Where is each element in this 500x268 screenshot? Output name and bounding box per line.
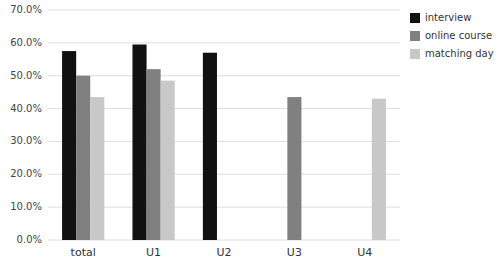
x-tick-label: U1 [146, 246, 161, 259]
grid-line [48, 42, 400, 43]
x-tick-label: total [71, 246, 96, 259]
x-axis: total U1 U2 U3 U4 [71, 246, 373, 259]
x-tick-label: U2 [216, 246, 231, 259]
chart-svg: 0.0% 10.0% 20.0% 30.0% 40.0% 50.0% 60.0% 70.0% t… [0, 0, 500, 268]
bar [203, 53, 217, 240]
chart-container: 0.0% 10.0% 20.0% 30.0% 40.0% 50.0% 60.0% 70.0% t… [0, 0, 500, 268]
legend-label: online course [425, 30, 492, 41]
bar [287, 97, 301, 240]
y-tick-label: 30.0% [10, 135, 42, 146]
y-tick-label: 0.0% [17, 234, 42, 245]
legend-swatch [410, 31, 420, 41]
legend-swatch [410, 49, 420, 59]
bar [147, 69, 161, 240]
y-tick-label: 70.0% [10, 4, 42, 15]
x-tick-label: U4 [357, 246, 372, 259]
y-tick-label: 10.0% [10, 201, 42, 212]
bar [62, 51, 76, 240]
legend-swatch [410, 13, 420, 23]
grid-line [48, 75, 400, 76]
y-axis: 0.0% 10.0% 20.0% 30.0% 40.0% 50.0% 60.0% 70.0% [10, 4, 42, 245]
legend-label: interview [425, 12, 471, 23]
legend: interview online course matching day [410, 12, 494, 59]
bars [62, 45, 386, 241]
bar [76, 76, 90, 240]
grid-line [48, 10, 400, 11]
x-tick-label: U3 [287, 246, 302, 259]
y-tick-label: 50.0% [10, 70, 42, 81]
bar [372, 99, 386, 240]
grid [48, 10, 400, 240]
bar [132, 45, 146, 241]
bar [90, 97, 104, 240]
bar [161, 81, 175, 240]
y-tick-label: 40.0% [10, 103, 42, 114]
legend-label: matching day [425, 48, 494, 59]
y-tick-label: 20.0% [10, 168, 42, 179]
y-tick-label: 60.0% [10, 37, 42, 48]
